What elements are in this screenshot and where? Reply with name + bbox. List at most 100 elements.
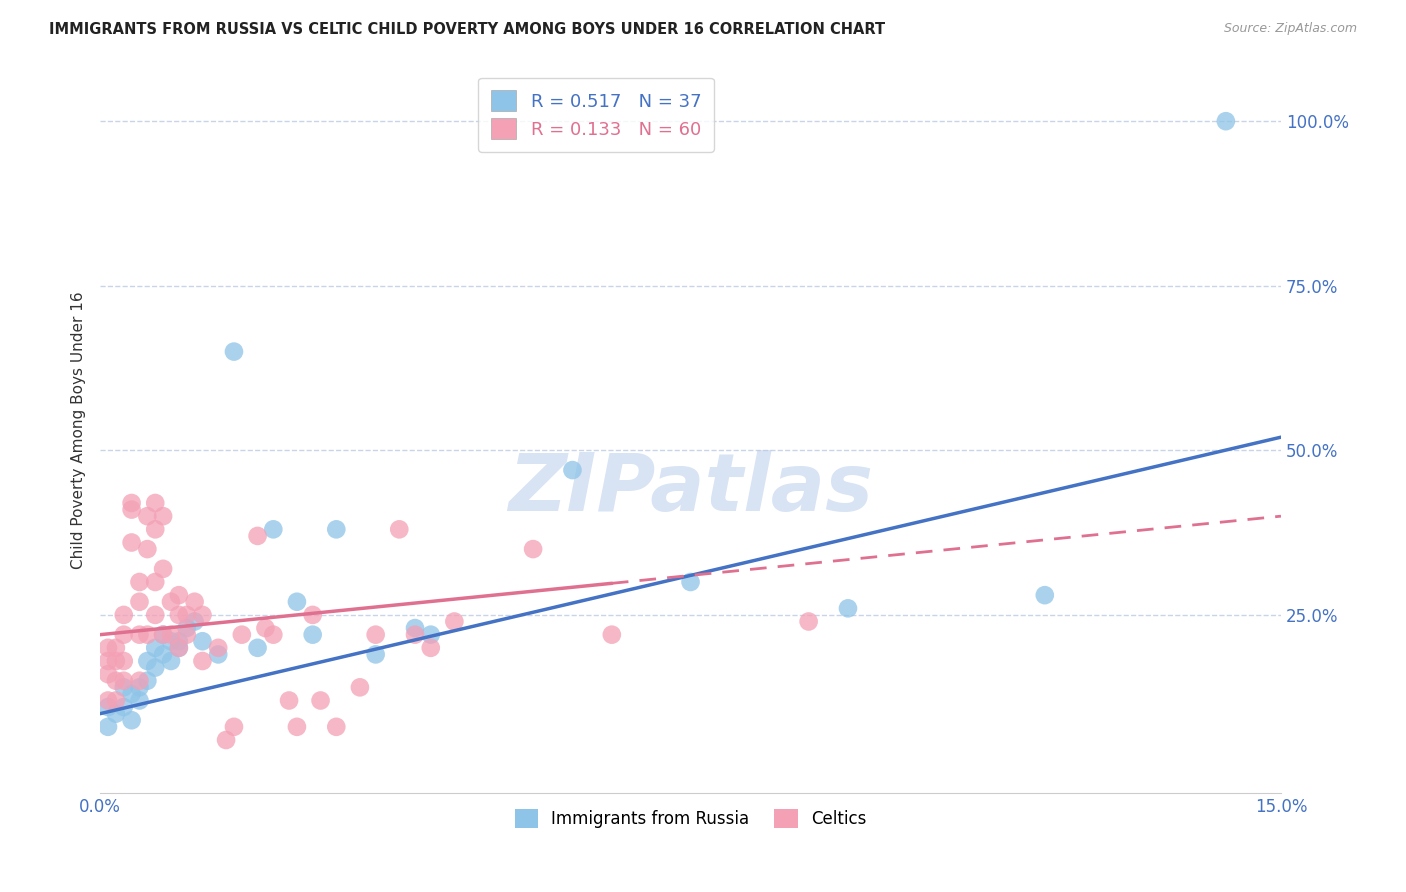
Point: [104, 654, 127, 668]
Point: [121, 496, 143, 510]
Point: [176, 628, 198, 642]
Point: [136, 628, 159, 642]
Point: [112, 628, 135, 642]
Point: [222, 344, 245, 359]
Point: [215, 733, 238, 747]
Point: [143, 522, 166, 536]
Y-axis label: Child Poverty Among Boys Under 16: Child Poverty Among Boys Under 16: [72, 292, 86, 569]
Point: [128, 673, 150, 688]
Point: [97, 720, 120, 734]
Point: [143, 660, 166, 674]
Point: [104, 706, 127, 721]
Point: [176, 621, 198, 635]
Point: [1033, 588, 1056, 602]
Point: [97, 700, 120, 714]
Point: [152, 648, 174, 662]
Legend: Immigrants from Russia, Celtics: Immigrants from Russia, Celtics: [508, 803, 873, 835]
Point: [364, 628, 387, 642]
Point: [160, 634, 183, 648]
Point: [222, 720, 245, 734]
Point: [176, 607, 198, 622]
Point: [325, 720, 347, 734]
Point: [152, 509, 174, 524]
Point: [97, 654, 120, 668]
Point: [152, 628, 174, 642]
Point: [262, 628, 284, 642]
Point: [443, 615, 465, 629]
Point: [285, 720, 308, 734]
Point: [160, 628, 183, 642]
Point: [837, 601, 859, 615]
Point: [183, 595, 205, 609]
Point: [349, 681, 371, 695]
Point: [143, 496, 166, 510]
Point: [112, 700, 135, 714]
Point: [128, 574, 150, 589]
Point: [419, 628, 441, 642]
Point: [112, 654, 135, 668]
Point: [325, 522, 347, 536]
Point: [136, 509, 159, 524]
Point: [364, 648, 387, 662]
Point: [231, 628, 253, 642]
Point: [191, 634, 214, 648]
Point: [561, 463, 583, 477]
Point: [285, 595, 308, 609]
Point: [121, 687, 143, 701]
Point: [1215, 114, 1237, 128]
Point: [104, 693, 127, 707]
Point: [246, 640, 269, 655]
Point: [128, 681, 150, 695]
Point: [167, 607, 190, 622]
Text: Source: ZipAtlas.com: Source: ZipAtlas.com: [1223, 22, 1357, 36]
Point: [404, 621, 426, 635]
Point: [121, 535, 143, 549]
Point: [136, 654, 159, 668]
Point: [121, 502, 143, 516]
Point: [207, 640, 229, 655]
Point: [128, 693, 150, 707]
Point: [152, 628, 174, 642]
Text: ZIPatlas: ZIPatlas: [508, 450, 873, 527]
Point: [97, 667, 120, 681]
Point: [183, 615, 205, 629]
Text: IMMIGRANTS FROM RUSSIA VS CELTIC CHILD POVERTY AMONG BOYS UNDER 16 CORRELATION C: IMMIGRANTS FROM RUSSIA VS CELTIC CHILD P…: [49, 22, 886, 37]
Point: [143, 640, 166, 655]
Point: [262, 522, 284, 536]
Point: [309, 693, 332, 707]
Point: [160, 595, 183, 609]
Point: [136, 673, 159, 688]
Point: [191, 654, 214, 668]
Point: [160, 654, 183, 668]
Point: [797, 615, 820, 629]
Point: [301, 607, 323, 622]
Point: [419, 640, 441, 655]
Point: [128, 595, 150, 609]
Point: [112, 607, 135, 622]
Point: [104, 673, 127, 688]
Point: [246, 529, 269, 543]
Point: [278, 693, 301, 707]
Point: [152, 562, 174, 576]
Point: [112, 681, 135, 695]
Point: [121, 713, 143, 727]
Point: [143, 574, 166, 589]
Point: [191, 607, 214, 622]
Point: [167, 640, 190, 655]
Point: [167, 588, 190, 602]
Point: [136, 542, 159, 557]
Point: [97, 693, 120, 707]
Point: [404, 628, 426, 642]
Point: [679, 574, 702, 589]
Point: [301, 628, 323, 642]
Point: [167, 634, 190, 648]
Point: [167, 640, 190, 655]
Point: [522, 542, 544, 557]
Point: [388, 522, 411, 536]
Point: [112, 673, 135, 688]
Point: [254, 621, 277, 635]
Point: [104, 640, 127, 655]
Point: [207, 648, 229, 662]
Point: [600, 628, 623, 642]
Point: [128, 628, 150, 642]
